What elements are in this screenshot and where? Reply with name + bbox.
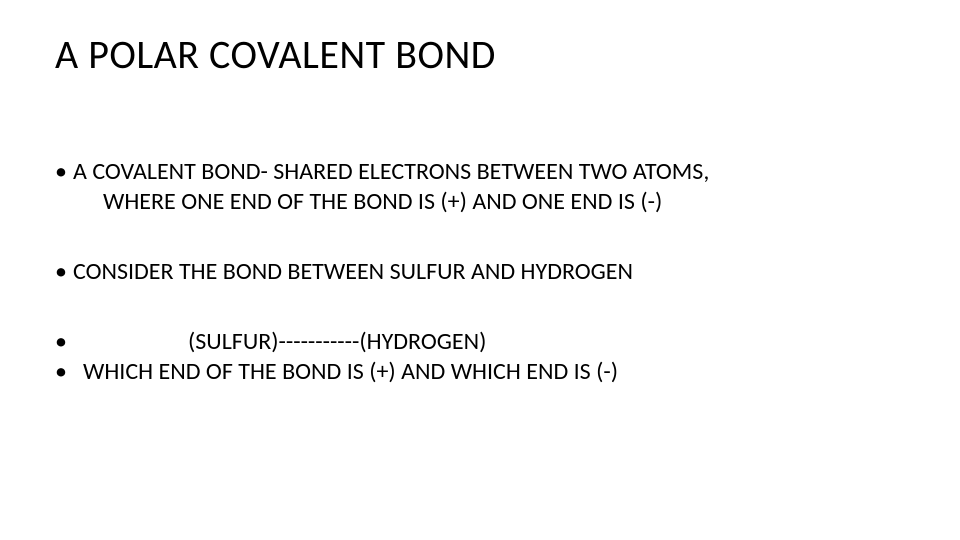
bullet-marker: • [55, 327, 73, 357]
bullet-marker: • [55, 257, 73, 287]
bullet-text-cont: WHERE ONE END OF THE BOND IS (+) AND ONE… [73, 187, 905, 217]
slide-title: A POLAR COVALENT BOND [55, 30, 905, 79]
bullet-text: CONSIDER THE BOND BETWEEN SULFUR AND HYD… [73, 257, 905, 287]
bullet-item-2: • CONSIDER THE BOND BETWEEN SULFUR AND H… [55, 257, 905, 287]
bullet-text: WHICH END OF THE BOND IS (+) AND WHICH E… [73, 357, 905, 387]
bullet-marker: • [55, 357, 73, 387]
bullet-item-1: • A COVALENT BOND- SHARED ELECTRONS BETW… [55, 157, 905, 217]
bullet-marker: • [55, 157, 73, 187]
slide-content: • A COVALENT BOND- SHARED ELECTRONS BETW… [55, 157, 905, 387]
bullet-text: A COVALENT BOND- SHARED ELECTRONS BETWEE… [73, 157, 905, 187]
bullet-item-3: • (SULFUR)-----------(HYDROGEN) • WHICH … [55, 327, 905, 387]
slide-container: A POLAR COVALENT BOND • A COVALENT BOND-… [0, 0, 960, 540]
bond-diagram-text: (SULFUR)-----------(HYDROGEN) [73, 327, 905, 357]
